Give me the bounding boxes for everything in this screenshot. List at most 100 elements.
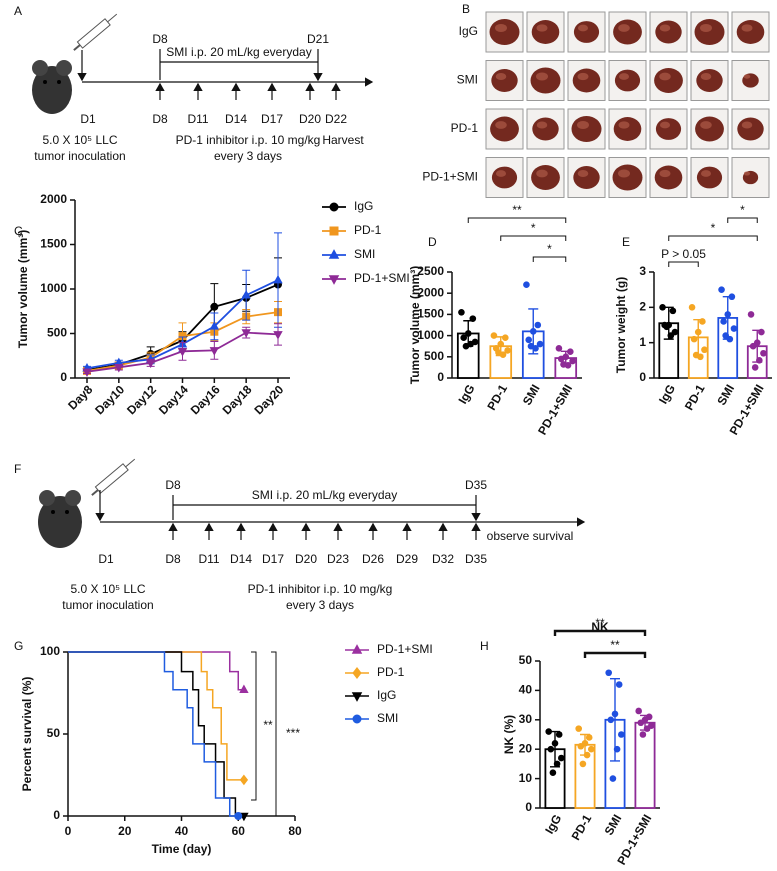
x-tick-label: PD-1	[682, 382, 708, 413]
data-dot	[688, 304, 696, 311]
y-tick-label: 1500	[417, 307, 444, 321]
tumor-highlight	[495, 121, 507, 129]
error-bar	[663, 306, 674, 340]
legend-label: PD-1+SMI	[377, 642, 433, 656]
x-axis-label: Time (day)	[152, 842, 212, 856]
end-marker	[234, 812, 243, 820]
top-label: D21	[307, 32, 329, 46]
y-tick-label: 2500	[417, 264, 444, 278]
tumor-highlight	[618, 169, 630, 178]
y-tick-label: 20	[519, 741, 533, 755]
error-bar	[752, 329, 763, 363]
y-axis-label: Tumor volume (mm³)	[16, 230, 30, 348]
tumor	[737, 117, 764, 141]
significance-bracket	[668, 261, 699, 267]
y-tick-label: 10	[519, 771, 533, 785]
top-label: D35	[465, 478, 487, 492]
significance-label: **	[610, 638, 620, 652]
tumor	[573, 166, 600, 189]
tumor-highlight	[536, 121, 548, 129]
tumor-highlight	[577, 72, 589, 81]
tumor	[654, 165, 683, 190]
tumor-highlight	[700, 170, 712, 177]
tumor-highlight	[743, 74, 751, 79]
significance-bracket	[532, 256, 567, 262]
dosing-note: PD-1 inhibitor i.p. 10 mg/kg	[176, 133, 321, 147]
y-axis-label: Percent survival (%)	[20, 677, 34, 792]
significance-label: *	[740, 203, 745, 217]
dose-label: D29	[396, 552, 418, 566]
point	[82, 368, 92, 378]
tumor-highlight	[618, 121, 630, 129]
start-label: D1	[80, 112, 96, 126]
legend-label: IgG	[377, 688, 396, 702]
panel-label: D	[428, 235, 437, 249]
x-tick-label: SMI	[520, 382, 543, 407]
point	[273, 274, 283, 284]
significance-label: *	[711, 221, 716, 235]
x-tick-label: SMI	[714, 382, 737, 407]
tumor-highlight	[659, 24, 671, 32]
panel-label: G	[14, 639, 23, 653]
tumor	[530, 67, 561, 94]
dose-label: D20	[299, 112, 321, 126]
dose-label: D14	[225, 112, 247, 126]
y-tick-label: 1	[639, 335, 646, 349]
data-dot	[504, 347, 511, 354]
point	[210, 302, 219, 311]
dose-label: D20	[295, 552, 317, 566]
tumor-highlight	[659, 72, 671, 81]
data-dot	[635, 707, 642, 715]
data-dot	[747, 311, 755, 318]
x-tick-label: Day10	[92, 382, 127, 417]
row-label: PD-1+SMI	[422, 170, 478, 184]
legend-label: SMI	[354, 247, 375, 261]
tumor-highlight	[536, 169, 548, 178]
legend-marker	[329, 202, 339, 212]
legend-label: PD-1	[377, 665, 405, 679]
significance-label: **	[512, 203, 522, 217]
tumor-highlight	[536, 24, 548, 32]
mouse-icon	[38, 490, 82, 548]
y-tick-label: 0	[639, 370, 646, 384]
dose-label: D8	[165, 552, 181, 566]
significance-bracket	[467, 217, 567, 223]
tumor-highlight	[659, 121, 671, 129]
data-dot	[547, 745, 555, 753]
data-dot	[609, 775, 617, 782]
tumor	[573, 21, 600, 43]
dose-label: D11	[187, 112, 208, 126]
panel-label: E	[622, 235, 630, 249]
row-label: IgG	[459, 24, 478, 38]
inoculation-note: tumor inoculation	[34, 149, 125, 163]
data-dot	[659, 304, 666, 311]
tumor-highlight	[577, 169, 589, 178]
start-label: D1	[98, 552, 114, 566]
data-dot	[523, 281, 530, 289]
error-bar	[528, 308, 539, 355]
error-bar	[463, 320, 474, 347]
x-tick-label: Day16	[188, 382, 223, 417]
tumor	[612, 164, 643, 191]
tumor-highlight	[700, 72, 712, 81]
y-axis-label: Tumor weight (g)	[614, 277, 628, 373]
data-dot	[585, 734, 593, 741]
x-tick-label: Day8	[65, 382, 95, 412]
inoculation-note: 5.0 X 10⁵ LLC	[42, 133, 117, 147]
syringe-icon	[73, 13, 118, 51]
y-tick-label: 1000	[417, 328, 444, 342]
panel-label: H	[480, 639, 489, 653]
significance-label: **	[263, 718, 273, 732]
data-dot	[555, 345, 563, 352]
data-dot	[607, 716, 615, 724]
x-tick-label: SMI	[602, 812, 625, 837]
tumor-highlight	[741, 121, 753, 129]
x-tick-label: Day14	[156, 382, 191, 417]
dose-label: D17	[262, 552, 284, 566]
error-bar	[640, 714, 650, 731]
point	[241, 289, 251, 299]
legend-marker	[328, 275, 340, 285]
legend-marker	[351, 644, 363, 654]
data-dot	[605, 669, 612, 677]
